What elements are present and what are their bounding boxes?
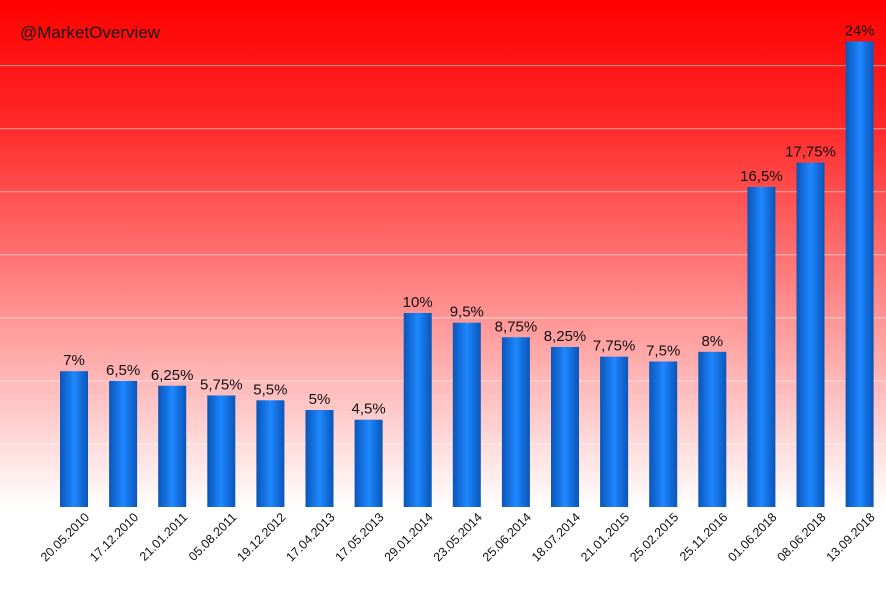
bar — [796, 162, 825, 507]
bar — [501, 337, 530, 507]
data-label: 7,75% — [593, 338, 636, 355]
x-tick-label: 25.06.2014 — [480, 510, 534, 564]
x-tick-label: 19.12.2012 — [234, 510, 288, 564]
bar — [747, 186, 776, 507]
x-tick-label: 17.04.2013 — [283, 510, 337, 564]
bar — [845, 41, 874, 508]
bar — [305, 410, 334, 507]
x-tick-label: 18.07.2014 — [529, 510, 583, 564]
bar — [60, 371, 88, 507]
x-tick-label: 25.11.2016 — [677, 510, 731, 564]
x-tick-label: 01.06.2018 — [725, 510, 779, 564]
x-tick-labels-group: 20.05.201017.12.201021.01.201105.08.2011… — [38, 510, 878, 564]
data-label: 24% — [845, 22, 875, 39]
bar — [256, 400, 285, 507]
bar — [207, 395, 236, 507]
x-tick-label: 08.06.2018 — [774, 510, 828, 564]
x-tick-label: 20.05.2010 — [38, 510, 92, 564]
bar — [354, 419, 383, 507]
x-tick-label: 13.09.2018 — [824, 510, 878, 564]
x-tick-label: 29.01.2014 — [382, 510, 436, 564]
x-tick-label: 17.12.2010 — [87, 510, 141, 564]
bar — [551, 346, 579, 507]
data-label: 5,75% — [200, 376, 243, 393]
x-tick-label: 05.08.2011 — [186, 510, 240, 564]
data-label: 16,5% — [740, 168, 783, 185]
x-tick-label: 23.05.2014 — [431, 510, 485, 564]
data-label: 4,5% — [351, 401, 385, 418]
data-label: 17,75% — [785, 144, 836, 161]
x-tick-label: 25.02.2015 — [627, 510, 681, 564]
bar — [158, 385, 187, 507]
data-label: 10% — [403, 294, 433, 311]
data-label: 5% — [309, 391, 331, 408]
x-tick-label: 17.05.2013 — [333, 510, 387, 564]
data-labels-group: 7% 6,5% 6,25% 5,75% 5,5% 5% 4,5% 10% 9,5% 8,75% 8,… — [63, 22, 874, 417]
bar — [649, 361, 678, 507]
data-label: 8% — [701, 333, 723, 350]
bars-group — [60, 41, 874, 508]
gridlines — [0, 65, 886, 508]
data-label: 7% — [63, 352, 85, 369]
data-label: 8,25% — [544, 328, 587, 345]
data-label: 9,5% — [450, 304, 484, 321]
bar — [698, 351, 727, 507]
bar — [403, 313, 432, 507]
data-label: 7,5% — [646, 343, 680, 360]
bar — [109, 380, 138, 507]
data-label: 6,25% — [151, 367, 194, 384]
bar — [452, 322, 481, 507]
data-label: 8,75% — [495, 318, 538, 335]
watermark-text: @MarketOverview — [20, 23, 161, 42]
plot-background — [0, 0, 886, 508]
bar — [600, 356, 629, 507]
x-tick-label: 21.01.2011 — [137, 510, 191, 564]
x-tick-label: 21.01.2015 — [578, 510, 632, 564]
data-label: 5,5% — [253, 381, 287, 398]
data-label: 6,5% — [106, 362, 140, 379]
